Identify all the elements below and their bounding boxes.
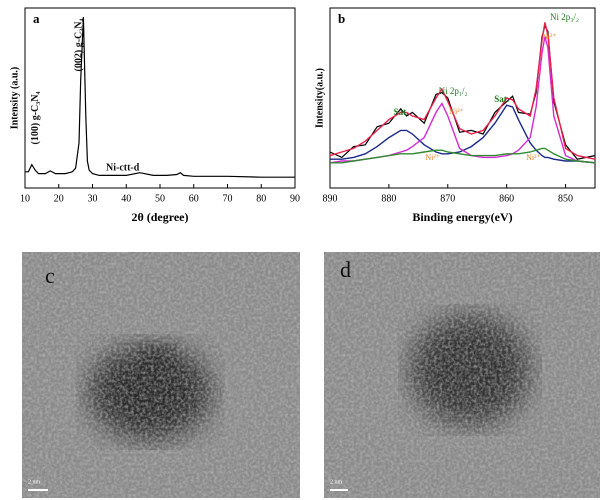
series-line: [329, 36, 596, 164]
series-line: [330, 147, 596, 164]
annotation: Ni-ctt-d: [106, 162, 140, 173]
annotation: (002) g-C₃N₄: [73, 19, 84, 72]
x-tick-label: 80: [256, 193, 266, 204]
annotation: Ni²⁺: [526, 153, 541, 162]
annotation: Ni 2p₃/₂: [550, 12, 579, 22]
series-line: [330, 104, 596, 164]
x-axis-label: 2θ (degree): [131, 210, 188, 224]
panel-label: b: [338, 11, 345, 26]
series-line: [329, 22, 596, 160]
panel-label: a: [33, 11, 40, 26]
x-tick-label: 860: [499, 193, 514, 204]
series-line: [25, 16, 295, 178]
annotation: Sat.: [494, 94, 509, 104]
x-tick-label: 850: [558, 193, 573, 204]
y-axis-label: Intensity(a.u.): [314, 68, 325, 128]
plot-frame: [329, 7, 596, 189]
annotation: Ni²⁺: [449, 107, 464, 116]
x-tick-label: 880: [381, 193, 396, 204]
annotation: Ni²⁺: [542, 32, 557, 41]
panel-label: d: [340, 257, 351, 282]
x-axis-label: Binding energy(eV): [412, 210, 512, 224]
x-tick-label: 90: [290, 193, 300, 204]
scale-bar-label: 2 nm: [28, 479, 41, 485]
x-tick-label: 60: [189, 193, 199, 204]
annotation: Sat.: [394, 107, 409, 117]
x-tick-label: 890: [323, 193, 338, 204]
annotation: Ni 2p₁/₂: [439, 86, 468, 96]
annotation: (100) g-C₃N₄: [30, 92, 41, 145]
scale-bar-label: 2 nm: [330, 479, 343, 485]
image-d: [324, 252, 600, 498]
plot-frame: [24, 7, 296, 189]
x-tick-label: 20: [54, 193, 64, 204]
x-tick-label: 870: [440, 193, 455, 204]
x-tick-label: 40: [121, 193, 131, 204]
panel-label: c: [45, 263, 55, 288]
x-tick-label: 10: [20, 193, 30, 204]
annotation: Ni²⁺: [425, 153, 440, 162]
x-tick-label: 50: [155, 193, 165, 204]
x-tick-label: 30: [88, 193, 98, 204]
x-tick-label: 70: [223, 193, 233, 204]
image-c: [22, 252, 300, 498]
y-axis-label: Intensity (a.u.): [9, 67, 20, 130]
